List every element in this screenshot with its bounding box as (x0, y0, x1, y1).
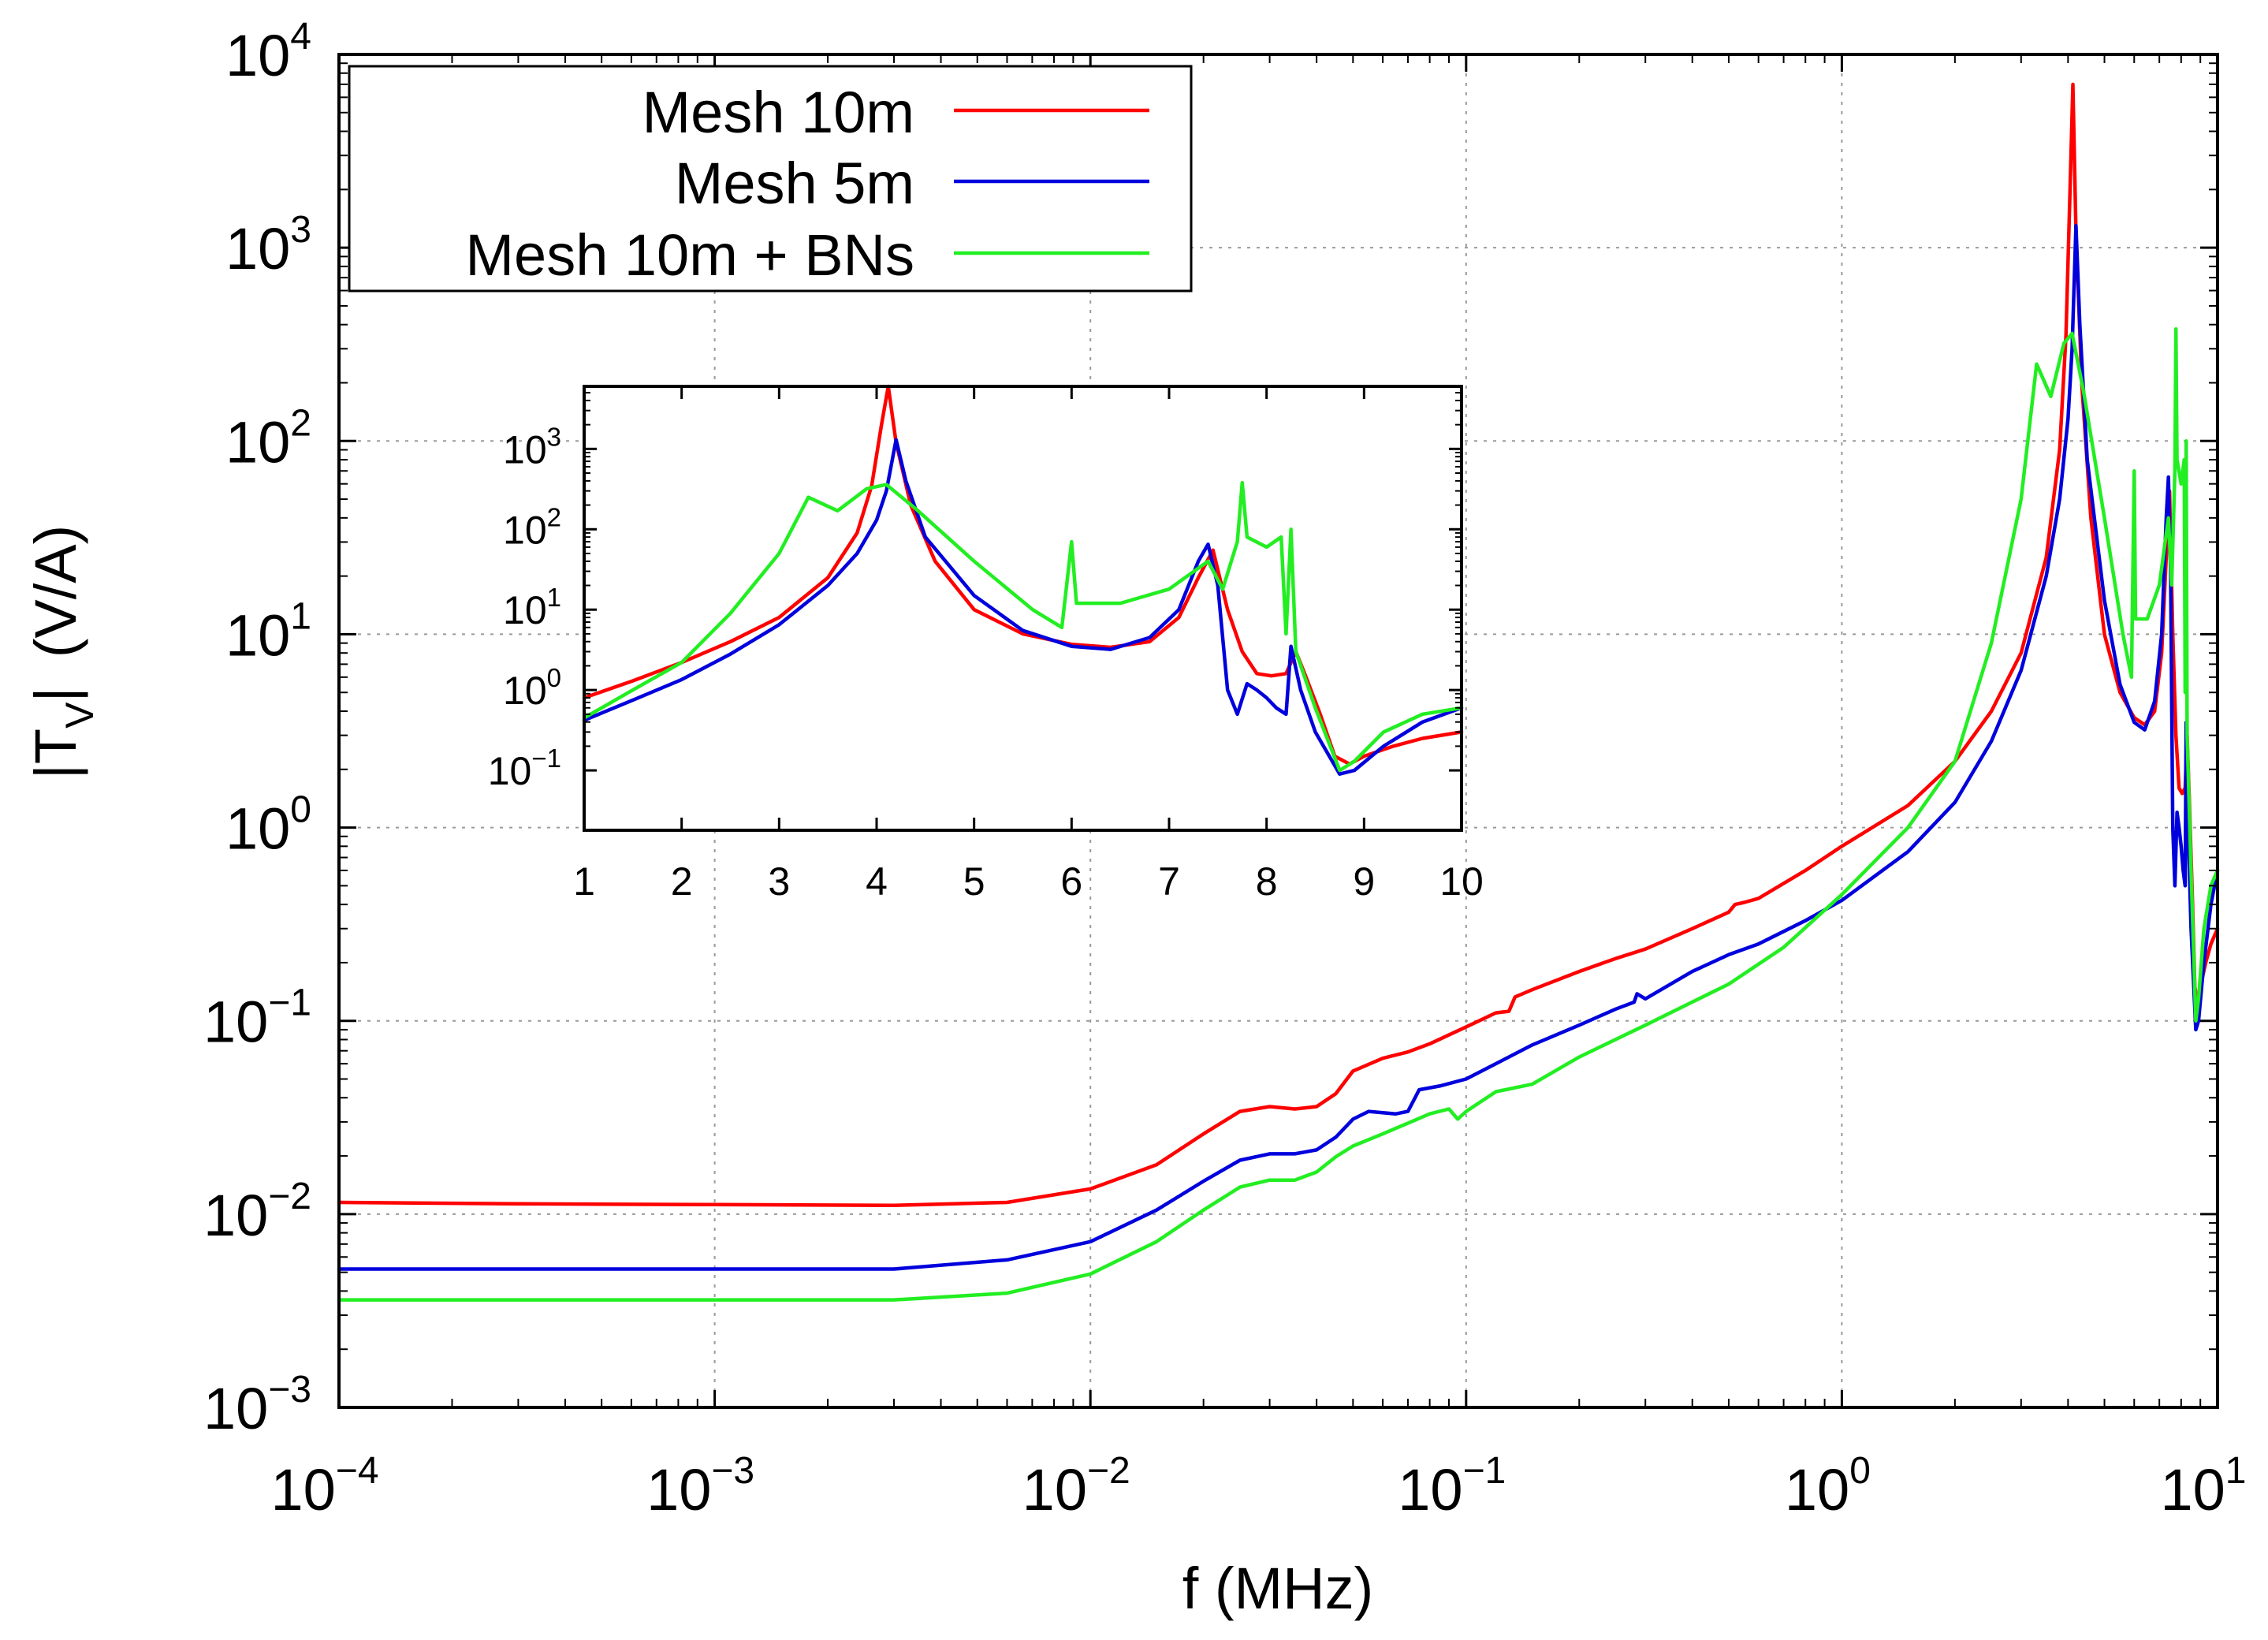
tick-exponent: 1 (547, 583, 561, 612)
y-tick-label: 10−1 (203, 982, 311, 1055)
tick-exponent: −2 (268, 1176, 311, 1217)
inset-x-tick-label: 3 (768, 859, 790, 904)
tick-exponent: −1 (1463, 1450, 1506, 1492)
tick-exponent: 1 (290, 595, 311, 637)
legend-entry-mesh-10m-bns: Mesh 10m + BNs (465, 222, 1149, 288)
legend-label: Mesh 10m (642, 80, 914, 145)
x-tick-label: 10−3 (646, 1450, 754, 1523)
tick-base: 10 (225, 409, 290, 475)
inset-x-tick-label: 1 (573, 859, 595, 904)
main-tick-marks (337, 53, 2219, 1409)
tick-base: 10 (2160, 1457, 2225, 1523)
tick-base: 10 (503, 508, 547, 552)
inset-x-tick-label: 6 (1060, 859, 1082, 904)
y-tick-label: 103 (225, 209, 311, 281)
inset-y-tick-label: 102 (503, 502, 561, 552)
tick-base: 10 (503, 427, 547, 472)
tick-base: 10 (225, 216, 290, 281)
inset-plot-frame (583, 385, 1463, 832)
x-tick-label: 10−2 (1022, 1450, 1130, 1523)
y-tick-label: 10−2 (203, 1176, 311, 1248)
x-axis-title: f (MHz) (1182, 1556, 1374, 1621)
tick-exponent: 2 (290, 402, 311, 444)
x-tick-label: 10−4 (270, 1450, 378, 1523)
tick-exponent: 0 (1849, 1450, 1871, 1492)
tick-exponent: −3 (268, 1369, 311, 1411)
inset-series-line-mesh-5m (582, 438, 1464, 776)
y-title-part: | (V/A) (23, 525, 88, 703)
y-tick-label: 101 (225, 595, 311, 668)
tick-exponent: −1 (268, 982, 311, 1024)
legend-label: Mesh 10m + BNs (465, 222, 914, 288)
tick-base: 10 (503, 669, 547, 713)
tick-base: 10 (225, 796, 290, 862)
tick-exponent: 0 (547, 663, 561, 692)
x-tick-label: 10−1 (1398, 1450, 1506, 1523)
tick-base: 10 (225, 602, 290, 668)
tick-base: 10 (488, 749, 532, 793)
tick-base: 10 (1785, 1457, 1849, 1523)
x-tick-label: 100 (1785, 1450, 1871, 1523)
series-line-mesh-10m-bns (337, 326, 2220, 1302)
legend-entry-mesh-10m: Mesh 10m (642, 80, 1149, 145)
tick-exponent: 3 (290, 209, 311, 251)
y-axis-title: |TV| (V/A) (23, 525, 102, 780)
tick-exponent: 4 (290, 16, 311, 58)
inset-y-tick-label: 103 (503, 422, 561, 472)
tick-base: 10 (203, 990, 268, 1055)
tick-base: 10 (270, 1457, 335, 1523)
inset-y-tick-label: 100 (503, 663, 561, 713)
y-tick-label: 104 (225, 16, 311, 88)
series-line-mesh-10m (337, 82, 2220, 1207)
inset-x-tick-label: 5 (963, 859, 985, 904)
series-line-mesh-5m (337, 223, 2220, 1271)
tick-exponent: 3 (547, 422, 561, 451)
inset-series-group (582, 384, 1464, 776)
inset-series-line-mesh-10m-bns (582, 480, 1464, 773)
tick-base: 10 (1398, 1457, 1462, 1523)
inset-x-tick-label: 8 (1256, 859, 1278, 904)
tick-base: 10 (646, 1457, 711, 1523)
inset-x-tick-labels: 1 2 3 4 5 6 7 8 9 10 (573, 859, 1484, 904)
legend-entry-mesh-5m: Mesh 5m (675, 151, 1149, 216)
inset-x-tick-label: 9 (1353, 859, 1375, 904)
tick-exponent: 0 (290, 789, 311, 831)
inset-x-tick-label: 2 (671, 859, 693, 904)
y-title-subscript: V (58, 702, 102, 729)
y-tick-label: 10−3 (203, 1369, 311, 1441)
inset-y-tick-label: 101 (503, 583, 561, 632)
x-tick-label: 101 (2160, 1450, 2246, 1523)
tick-exponent: 2 (547, 502, 561, 531)
y-tick-label: 102 (225, 402, 311, 475)
y-tick-label: 100 (225, 789, 311, 862)
tick-base: 10 (203, 1376, 268, 1441)
inset-y-tick-label: 10−1 (488, 744, 561, 793)
legend-label: Mesh 5m (675, 151, 914, 216)
legend: Mesh 10m Mesh 5m Mesh 10m + BNs (348, 65, 1193, 293)
inset-tick-marks (583, 386, 1463, 830)
tick-exponent: −2 (1087, 1450, 1130, 1492)
tick-exponent: −4 (336, 1450, 379, 1492)
tick-base: 10 (203, 1183, 268, 1248)
tick-base: 10 (225, 23, 290, 88)
inset-x-tick-label: 7 (1158, 859, 1180, 904)
inset-background (584, 386, 1462, 830)
inset-x-tick-label: 4 (866, 859, 888, 904)
y-title-part: |T (23, 729, 88, 779)
tick-exponent: 1 (2225, 1450, 2247, 1492)
main-plot-frame (337, 53, 2219, 1409)
tick-exponent: −1 (531, 744, 561, 773)
tick-exponent: −3 (711, 1450, 754, 1492)
main-x-tick-labels: 10−4 10−3 10−2 10−1 100 101 (270, 1450, 2246, 1523)
tick-base: 10 (1022, 1457, 1087, 1523)
inset-x-tick-label: 10 (1439, 859, 1484, 904)
tick-base: 10 (503, 588, 547, 632)
main-series-group (337, 82, 2220, 1302)
